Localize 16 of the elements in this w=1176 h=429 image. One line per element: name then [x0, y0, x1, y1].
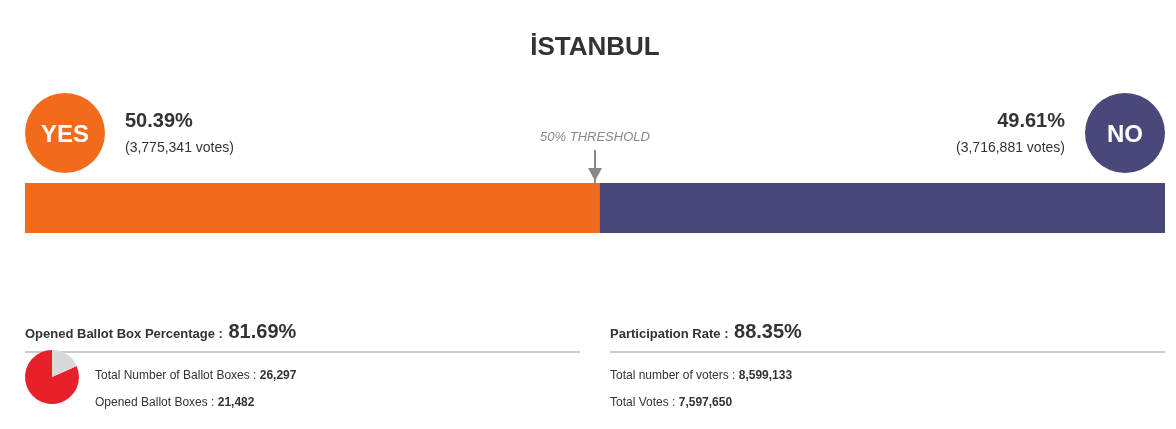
chart-title: İSTANBUL	[530, 31, 660, 61]
text: Total Votes : 7,597,650	[610, 395, 733, 409]
text: Opened Ballot Boxes : 21,482	[95, 395, 255, 409]
text: Total number of voters : 8,599,133	[610, 368, 793, 382]
ref-line-label: 50% THRESHOLD	[540, 129, 650, 144]
series-label: NO	[1107, 120, 1143, 147]
pie-slice	[52, 350, 77, 377]
text: (3,775,341 votes)	[125, 139, 234, 155]
series-label: YES	[40, 120, 90, 147]
text: Opened Ballot Box Percentage : 81.69%	[25, 320, 297, 342]
text: (3,716,881 votes)	[956, 139, 1065, 155]
text: Participation Rate : 88.35%	[610, 320, 803, 342]
text: 49.61%	[997, 109, 1066, 131]
text: Total Number of Ballot Boxes : 26,297	[95, 368, 297, 382]
text: 50.39%	[125, 109, 194, 131]
pie-slice	[25, 350, 79, 404]
